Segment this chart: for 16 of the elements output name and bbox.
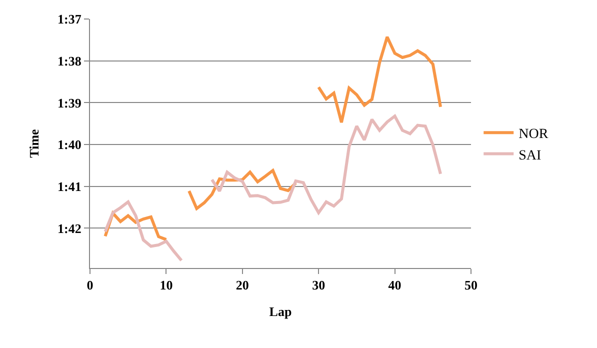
x-tick-label: 20 <box>236 278 249 293</box>
y-tick-label: 1:39 <box>58 95 82 110</box>
y-tick-label: 1:37 <box>58 12 82 27</box>
y-tick-label: 1:38 <box>58 53 82 68</box>
legend-label: SAI <box>518 148 542 164</box>
x-tick-label: 40 <box>388 278 402 293</box>
x-tick-label: 30 <box>312 278 326 293</box>
x-axis-title: Lap <box>269 304 292 320</box>
y-tick-label: 1:41 <box>58 178 82 194</box>
x-tick-label: 50 <box>464 278 478 293</box>
y-axis-title: Time <box>26 128 42 158</box>
x-tick-label: 10 <box>160 278 173 293</box>
y-tick-label: 1:42 <box>58 220 82 236</box>
x-tick-label: 0 <box>86 278 94 293</box>
legend-label: NOR <box>518 127 549 142</box>
y-tick-label: 1:40 <box>58 137 82 152</box>
